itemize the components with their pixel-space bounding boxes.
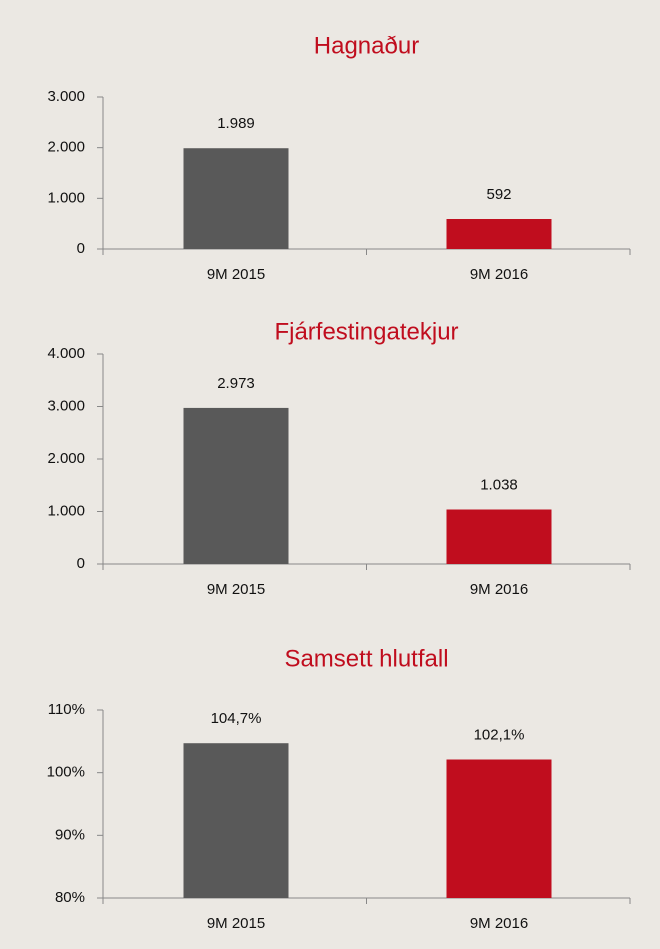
x-tick-label: 9M 2015: [207, 581, 265, 598]
y-tick-label: 0: [77, 555, 85, 572]
y-tick-label: 100%: [47, 764, 85, 781]
bar: [183, 743, 289, 898]
x-tick-label: 9M 2016: [470, 266, 528, 283]
bar: [446, 219, 552, 249]
value-label: 104,7%: [211, 710, 262, 727]
value-label: 1.989: [217, 115, 255, 132]
y-tick-label: 1.000: [47, 502, 85, 519]
bar: [183, 407, 289, 564]
bar: [446, 759, 552, 898]
value-label: 592: [486, 186, 511, 203]
chart-title: Samsett hlutfall: [284, 645, 448, 672]
value-label: 1.038: [480, 476, 518, 493]
y-tick-label: 3.000: [47, 88, 85, 105]
y-tick-label: 90%: [55, 826, 85, 843]
bar: [183, 148, 289, 249]
chart-title: Hagnaður: [314, 32, 419, 59]
y-tick-label: 3.000: [47, 397, 85, 414]
y-tick-label: 110%: [48, 701, 85, 718]
value-label: 102,1%: [474, 726, 525, 743]
y-tick-label: 4.000: [47, 345, 85, 362]
x-tick-label: 9M 2015: [207, 266, 265, 283]
bar: [446, 509, 552, 564]
y-tick-label: 2.000: [47, 450, 85, 467]
y-tick-label: 2.000: [47, 139, 85, 156]
y-tick-label: 80%: [55, 889, 85, 906]
x-tick-label: 9M 2016: [470, 915, 528, 932]
x-tick-label: 9M 2016: [470, 581, 528, 598]
x-tick-label: 9M 2015: [207, 915, 265, 932]
y-tick-label: 1.000: [47, 189, 85, 206]
value-label: 2.973: [217, 375, 255, 392]
chart-title: Fjárfestingatekjur: [274, 318, 458, 345]
y-tick-label: 0: [77, 240, 85, 257]
